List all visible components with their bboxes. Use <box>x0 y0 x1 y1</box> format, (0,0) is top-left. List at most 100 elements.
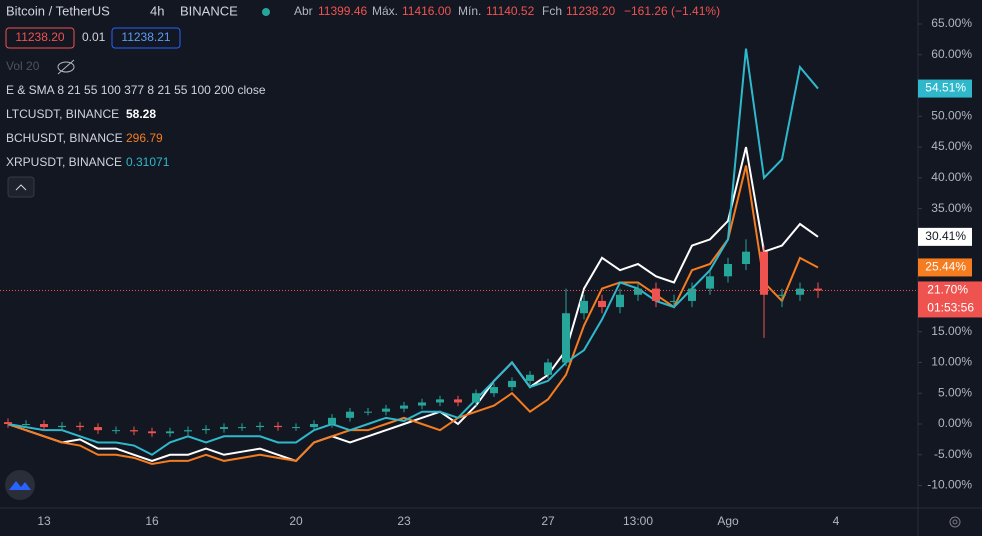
candle-body <box>562 313 570 363</box>
candle-body <box>166 431 174 434</box>
candle-body <box>670 300 678 302</box>
candle-body <box>598 300 606 308</box>
hide-icon[interactable] <box>57 59 75 75</box>
x-tick-label: 23 <box>397 514 411 528</box>
candle-body <box>40 424 48 428</box>
last-value-label: 30.41% <box>925 229 966 243</box>
candle-body <box>652 288 660 301</box>
legend-value: 296.79 <box>126 131 163 145</box>
x-tick-label: 16 <box>145 514 159 528</box>
candle-body <box>544 362 552 375</box>
x-tick-label: 27 <box>541 514 555 528</box>
series-line <box>7 48 819 456</box>
x-tick-label: 4 <box>833 514 840 528</box>
open-label: Abr <box>294 4 313 18</box>
last-value-label: 25.44% <box>925 260 966 274</box>
candle-body <box>436 399 444 403</box>
countdown: 01:53:56 <box>927 301 974 315</box>
candle-body <box>130 430 138 432</box>
y-tick-label: 40.00% <box>931 170 972 184</box>
y-tick-label: -10.00% <box>927 478 972 492</box>
y-tick-label: 50.00% <box>931 108 972 122</box>
last-value-badge <box>918 227 972 246</box>
candle-body <box>760 251 768 295</box>
y-tick-label: 35.00% <box>931 201 972 215</box>
status-dot <box>262 8 270 16</box>
bid-box[interactable] <box>5 27 75 49</box>
candle-body <box>526 374 534 381</box>
candle-body <box>184 430 192 432</box>
y-tick-label: 15.00% <box>931 324 972 338</box>
candle-body <box>148 431 156 434</box>
candle-body <box>22 424 30 425</box>
candle-body <box>76 425 84 428</box>
candle-body <box>94 427 102 431</box>
high-label: Máx. <box>372 4 398 18</box>
collapse-button[interactable] <box>7 176 35 198</box>
candle-body <box>454 399 462 403</box>
legend-name: LTCUSDT, BINANCE <box>6 107 119 121</box>
candle-body <box>490 387 498 394</box>
candle-body <box>112 430 120 432</box>
candle-body <box>346 411 354 418</box>
exchange: BINANCE <box>180 3 238 18</box>
last-value-label: 54.51% <box>925 81 966 95</box>
candle-body <box>4 422 12 424</box>
change: −161.26 (−1.41%) <box>624 4 720 18</box>
y-tick-label: 10.00% <box>931 355 972 369</box>
x-tick-label: Ago <box>717 514 739 528</box>
last-value-badge <box>918 79 972 98</box>
settings-icon[interactable] <box>949 516 961 528</box>
ask[interactable]: 11238.21 <box>121 30 170 44</box>
y-tick-label: -5.00% <box>934 447 972 461</box>
low: 11140.52 <box>486 4 535 18</box>
candle-body <box>238 427 246 429</box>
ask-box[interactable] <box>111 27 181 49</box>
candle-body <box>202 428 210 431</box>
y-tick-label: 5.00% <box>938 385 972 399</box>
y-tick-label: 65.00% <box>931 16 972 30</box>
close: 11238.20 <box>566 4 615 18</box>
candle-body <box>328 417 336 424</box>
last-price-badge <box>918 281 982 318</box>
candle-body <box>814 288 822 291</box>
candle-body <box>634 288 642 295</box>
candle-body <box>364 411 372 413</box>
candle-body <box>292 427 300 429</box>
x-tick-label: 20 <box>289 514 303 528</box>
y-tick-label: 60.00% <box>931 47 972 61</box>
candle-body <box>742 251 750 264</box>
candle-body <box>724 264 732 277</box>
collapse-icon[interactable] <box>15 184 27 191</box>
candle-body <box>220 427 228 429</box>
candle-body <box>778 294 786 296</box>
last-price-label: 21.70% <box>927 283 968 297</box>
legend-name: XRPUSDT, BINANCE <box>6 155 122 169</box>
bid[interactable]: 11238.20 <box>15 30 64 44</box>
candle-body <box>706 276 714 289</box>
y-tick-label: 45.00% <box>931 139 972 153</box>
candle-body <box>796 288 804 295</box>
logo-icon[interactable] <box>9 481 31 490</box>
volume: Vol 20 <box>6 59 40 73</box>
candle-body <box>310 424 318 428</box>
candle-body <box>616 294 624 308</box>
last-value-badge <box>918 258 972 277</box>
candle-body <box>472 393 480 403</box>
indicator: E & SMA 8 21 55 100 377 8 21 55 100 200 … <box>6 83 266 97</box>
y-tick-label: 0.00% <box>938 416 972 430</box>
candle-body <box>256 425 264 428</box>
high: 11416.00 <box>402 4 451 18</box>
candle-body <box>418 402 426 406</box>
spread: 0.01 <box>82 30 106 44</box>
close-label: Fch <box>542 4 562 18</box>
low-label: Mín. <box>458 4 481 18</box>
symbol: Bitcoin / TetherUS <box>6 3 110 18</box>
candle-body <box>58 425 66 428</box>
candle-body <box>382 408 390 412</box>
open: 11399.46 <box>318 4 367 18</box>
logo[interactable] <box>5 470 35 500</box>
